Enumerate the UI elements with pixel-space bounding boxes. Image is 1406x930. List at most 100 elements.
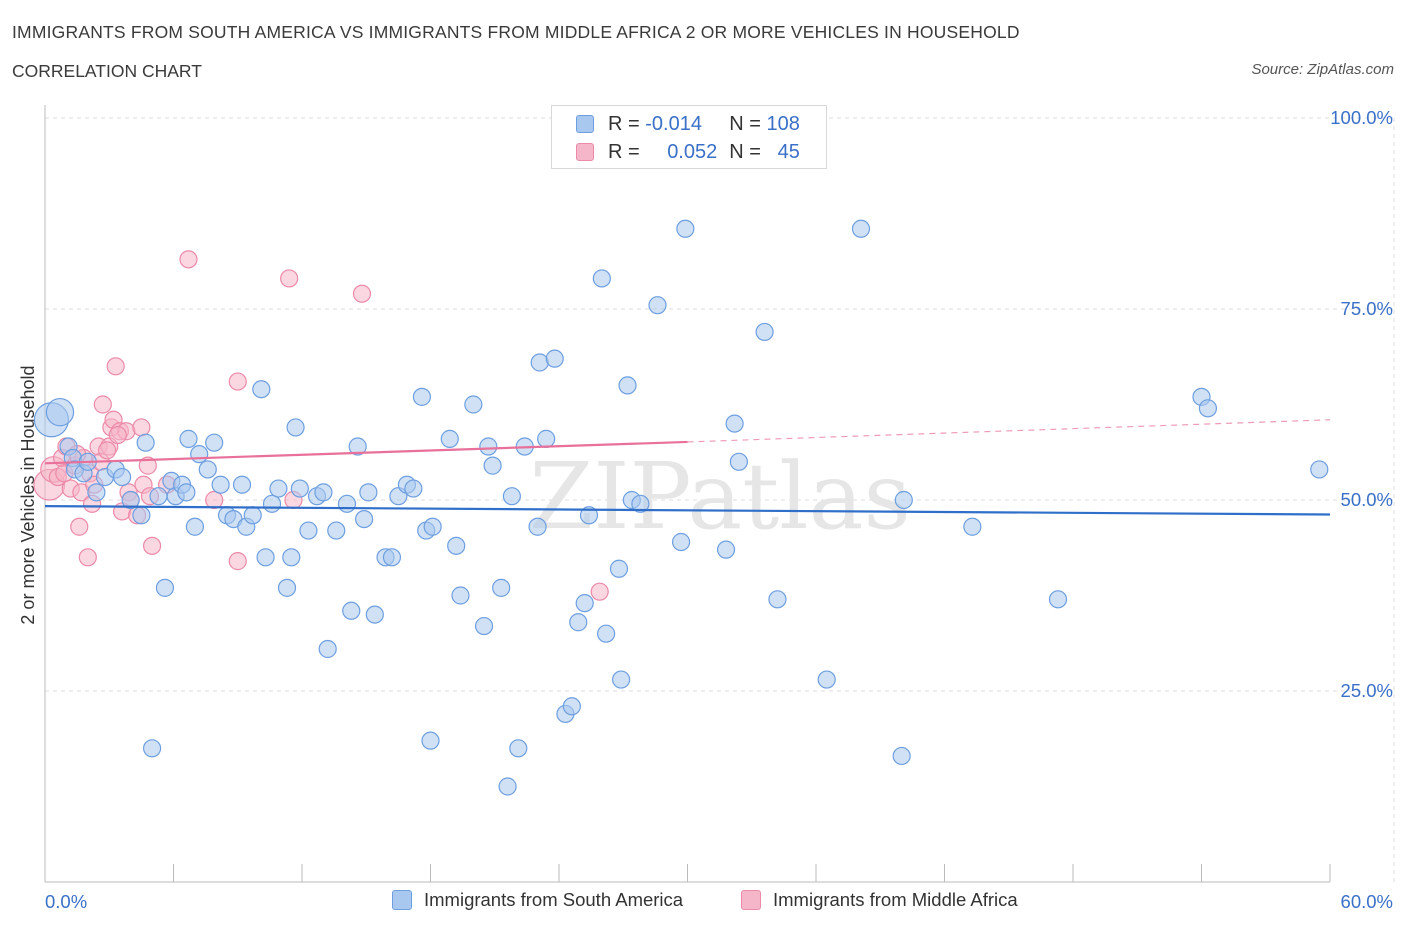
data-point-south-america — [1048, 590, 1068, 609]
data-point-south-america — [282, 548, 301, 567]
legend-n-label: N = — [729, 140, 761, 163]
data-point-south-america — [592, 269, 611, 288]
data-point-south-america — [327, 521, 346, 540]
data-point-south-america — [142, 739, 162, 758]
legend-r-label: R = — [608, 112, 640, 135]
data-point-south-america — [421, 731, 440, 750]
data-point-south-america — [451, 586, 470, 605]
y-axis-label: 2 or more Vehicles in Household — [18, 365, 38, 624]
data-point-middle-africa — [93, 395, 112, 414]
data-point-south-america — [355, 509, 374, 529]
data-point-south-america — [612, 670, 631, 689]
data-point-south-america — [671, 532, 691, 552]
legend-label-middle-africa: Immigrants from Middle Africa — [773, 889, 1018, 910]
data-point-south-america — [342, 601, 361, 620]
x-tick-label: 0.0% — [45, 891, 87, 912]
legend-r-label: R = — [608, 140, 640, 163]
data-point-south-america — [575, 594, 594, 613]
chart-title: IMMIGRANTS FROM SOUTH AMERICA VS IMMIGRA… — [12, 22, 1020, 42]
data-point-south-america — [423, 517, 442, 536]
data-point-south-america — [530, 353, 549, 372]
data-point-middle-africa — [280, 269, 299, 288]
data-point-south-america — [729, 452, 749, 471]
series-middle-africa — [33, 250, 609, 601]
data-point-south-america — [716, 540, 736, 559]
data-point-south-america — [205, 433, 224, 452]
data-point-south-america — [502, 487, 521, 506]
legend-swatch-pink — [741, 890, 761, 910]
trend-line-middle-africa — [44, 440, 688, 465]
data-point-middle-africa — [179, 250, 198, 269]
data-point-south-america — [1310, 460, 1329, 479]
data-point-middle-africa — [228, 552, 247, 571]
data-point-south-america — [87, 483, 106, 502]
data-point-south-america — [359, 483, 378, 502]
data-point-south-america — [252, 380, 271, 399]
data-point-south-america — [851, 219, 871, 238]
watermark: ZIPatlas — [529, 443, 910, 550]
data-point-south-america — [112, 467, 132, 487]
data-point-south-america — [262, 494, 282, 513]
data-point-south-america — [474, 616, 494, 636]
data-point-middle-africa — [70, 517, 89, 536]
data-point-south-america — [648, 296, 667, 315]
x-tick-labels: 0.0% 60.0% — [45, 891, 1393, 912]
data-point-south-america — [365, 605, 384, 624]
data-point-south-america — [318, 639, 337, 659]
data-point-south-america — [545, 349, 564, 368]
legend-row-middle-africa: R = 0.052 N = 45 — [576, 139, 800, 165]
data-point-south-america — [382, 548, 402, 567]
bottom-legend-south-america: Immigrants from South America — [392, 889, 683, 911]
series-south-america — [33, 219, 1329, 796]
source-note: Source: ZipAtlas.com — [1251, 61, 1394, 78]
data-point-south-america — [314, 483, 333, 502]
legend-swatch-blue — [576, 115, 594, 133]
data-point-south-america — [404, 479, 423, 498]
data-point-south-america — [492, 578, 511, 597]
data-point-south-america — [963, 517, 982, 536]
data-point-south-america — [579, 506, 599, 525]
data-point-south-america — [299, 521, 318, 540]
data-point-south-america — [676, 219, 695, 238]
data-point-south-america — [479, 437, 498, 456]
data-point-south-america — [185, 517, 205, 536]
data-point-middle-africa — [132, 418, 151, 437]
data-point-south-america — [45, 397, 75, 427]
legend-swatch-pink — [576, 143, 594, 161]
data-point-south-america — [618, 376, 637, 395]
trend-line-middle-africa-extension — [687, 419, 1331, 443]
legend-n-value: 108 — [766, 112, 800, 135]
data-point-south-america — [440, 429, 459, 448]
data-point-south-america — [483, 456, 502, 475]
data-point-south-america — [569, 613, 588, 632]
data-point-south-america — [892, 746, 911, 766]
data-point-south-america — [528, 517, 547, 536]
data-point-south-america — [179, 429, 198, 448]
data-point-middle-africa — [590, 582, 609, 601]
data-point-south-america — [562, 697, 581, 716]
data-point-south-america — [1198, 399, 1218, 418]
data-point-south-america — [121, 490, 140, 510]
data-point-middle-africa — [142, 536, 162, 555]
data-point-south-america — [290, 479, 309, 498]
data-point-south-america — [509, 739, 528, 758]
data-point-south-america — [597, 624, 616, 643]
data-point-middle-africa — [78, 548, 97, 567]
data-point-south-america — [155, 578, 175, 597]
data-point-south-america — [149, 487, 168, 506]
data-point-south-america — [725, 414, 744, 433]
data-point-south-america — [348, 437, 367, 456]
data-point-south-america — [894, 490, 913, 510]
y-tick-label: 25.0% — [1341, 680, 1393, 701]
data-point-middle-africa — [228, 372, 247, 391]
data-point-south-america — [198, 460, 217, 479]
y-tick-label: 75.0% — [1341, 298, 1393, 319]
data-point-south-america — [232, 475, 252, 494]
data-point-south-america — [190, 445, 209, 464]
legend-n-label: N = — [729, 112, 761, 135]
trend-lines — [44, 419, 1331, 516]
y-tick-labels: 25.0% 50.0% 75.0% 100.0% — [1330, 107, 1393, 701]
data-point-middle-africa — [106, 357, 125, 376]
data-point-south-america — [537, 429, 556, 448]
